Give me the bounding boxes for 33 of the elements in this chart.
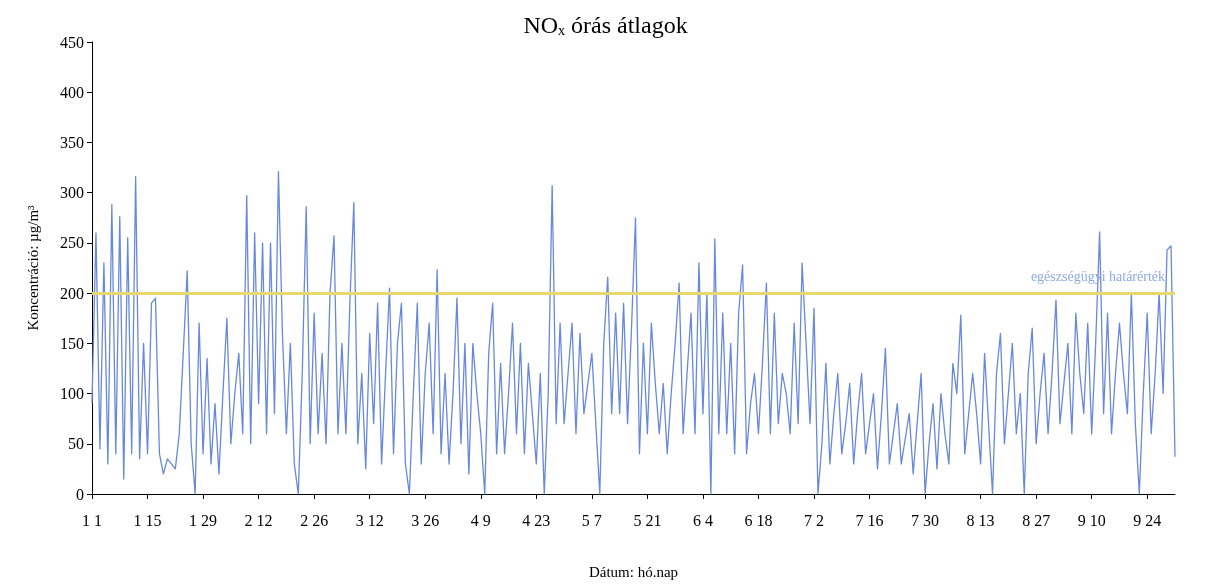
x-tick-label: 7 30 <box>911 511 940 529</box>
x-tick-label: 3 12 <box>355 511 384 529</box>
y-tick-label: 400 <box>60 83 84 101</box>
y-tick-label: 150 <box>60 334 84 352</box>
x-tick-label: 9 24 <box>1133 511 1162 529</box>
chart-title: NOₓ órás átlagok <box>523 12 688 38</box>
x-tick-label: 2 26 <box>300 511 329 529</box>
x-tick-label: 7 2 <box>804 511 824 529</box>
y-axis-title: Koncentráció: µg/m³ <box>24 204 41 331</box>
y-tick-label: 350 <box>60 133 84 151</box>
y-tick-label: 450 <box>60 33 84 51</box>
y-tick-label: 0 <box>76 485 84 503</box>
x-tick-label: 6 18 <box>744 511 773 529</box>
x-tick-label: 3 26 <box>411 511 440 529</box>
x-tick-label: 8 27 <box>1022 511 1051 529</box>
x-tick-label: 6 4 <box>692 511 713 529</box>
y-tick-label: 50 <box>68 435 84 453</box>
y-tick-label: 100 <box>60 385 84 403</box>
x-tick-label: 1 15 <box>133 511 162 529</box>
x-tick-label: 2 12 <box>244 511 273 529</box>
y-tick-label: 250 <box>60 234 84 252</box>
y-tick-label: 300 <box>60 184 84 202</box>
x-tick-label: 7 16 <box>855 511 884 529</box>
x-tick-label: 4 23 <box>522 511 551 529</box>
x-tick-label: 4 9 <box>470 511 491 529</box>
x-tick-label: 9 10 <box>1077 511 1106 529</box>
x-tick-label: 1 29 <box>189 511 218 529</box>
x-tick-label: 5 21 <box>633 511 662 529</box>
x-tick-label: 1 1 <box>82 511 102 529</box>
x-tick-label: 5 7 <box>581 511 602 529</box>
y-tick-label: 200 <box>60 284 84 302</box>
x-axis-title: Dátum: hó.nap <box>588 563 679 580</box>
x-tick-label: 8 13 <box>966 511 995 529</box>
